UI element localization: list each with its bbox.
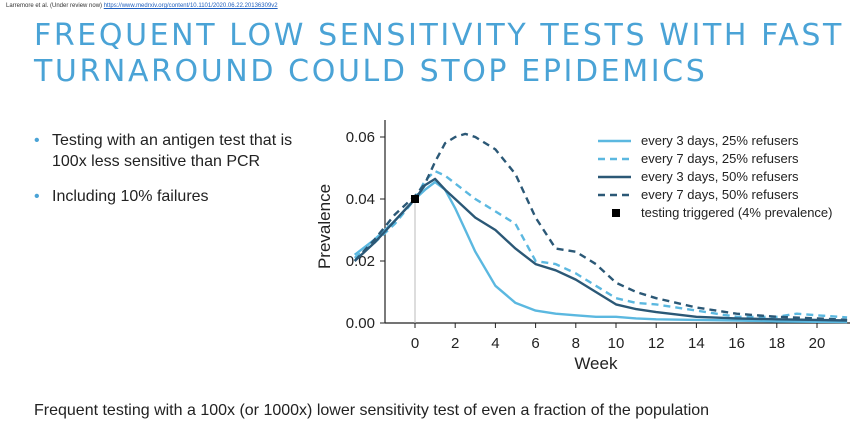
footer-text: Frequent testing with a 100x (or 1000x) … xyxy=(34,402,710,419)
title-line-1: FREQUENT LOW SENSITIVITY TESTS WITH FAST xyxy=(34,18,844,53)
legend-label: every 7 days, 50% refusers xyxy=(641,187,799,202)
y-tick-label: 0.00 xyxy=(346,315,375,332)
trigger-marker xyxy=(411,195,419,203)
x-tick-label: 16 xyxy=(728,335,745,352)
citation-author: Larremore et al. (Under review now) xyxy=(6,3,103,9)
series-line-4 xyxy=(353,132,848,322)
x-axis-label: Week xyxy=(574,354,618,373)
x-tick-label: 8 xyxy=(572,335,580,352)
x-tick-label: 2 xyxy=(451,335,459,352)
legend-label: testing triggered (4% prevalence) xyxy=(641,205,833,220)
citation: Larremore et al. (Under review now) http… xyxy=(6,3,278,9)
x-tick-label: 12 xyxy=(648,335,665,352)
series-line-1 xyxy=(353,180,848,324)
x-tick-label: 4 xyxy=(491,335,499,352)
slide-title: FREQUENT LOW SENSITIVITY TESTS WITH FAST… xyxy=(34,18,844,90)
x-tick-label: 6 xyxy=(531,335,539,352)
y-axis-label: Prevalence xyxy=(315,184,334,269)
y-tick-label: 0.04 xyxy=(346,191,375,208)
x-tick-label: 14 xyxy=(688,335,705,352)
bullet-list: Testing with an antigen test that is 100… xyxy=(34,130,294,221)
legend-marker xyxy=(612,209,620,217)
legend-label: every 3 days, 50% refusers xyxy=(641,169,799,184)
x-tick-label: 10 xyxy=(608,335,625,352)
bullet-item: Testing with an antigen test that is 100… xyxy=(34,130,294,172)
y-tick-label: 0.06 xyxy=(346,129,375,146)
series-line-3 xyxy=(353,177,848,322)
series-line-2 xyxy=(353,169,848,319)
x-tick-label: 0 xyxy=(411,335,419,352)
legend-label: every 3 days, 25% refusers xyxy=(641,133,799,148)
x-tick-label: 18 xyxy=(768,335,785,352)
x-tick-label: 20 xyxy=(809,335,826,352)
legend-label: every 7 days, 25% refusers xyxy=(641,151,799,166)
y-tick-label: 0.02 xyxy=(346,253,375,270)
citation-link[interactable]: https://www.medrxiv.org/content/10.1101/… xyxy=(103,3,278,9)
title-line-2: TURNAROUND COULD STOP EPIDEMICS xyxy=(34,54,708,89)
bullet-item: Including 10% failures xyxy=(34,186,294,207)
